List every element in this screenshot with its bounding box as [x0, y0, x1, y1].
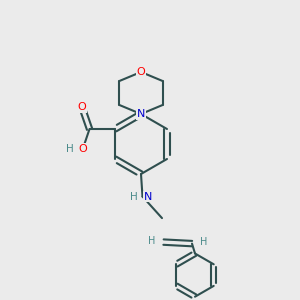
Text: O: O	[136, 67, 146, 77]
Text: O: O	[78, 102, 86, 112]
Text: N: N	[137, 109, 145, 119]
Text: H: H	[200, 237, 207, 247]
Text: N: N	[144, 191, 152, 202]
Text: H: H	[148, 236, 156, 246]
Text: O: O	[79, 143, 87, 154]
Text: H: H	[66, 143, 74, 154]
Text: H: H	[130, 191, 138, 202]
